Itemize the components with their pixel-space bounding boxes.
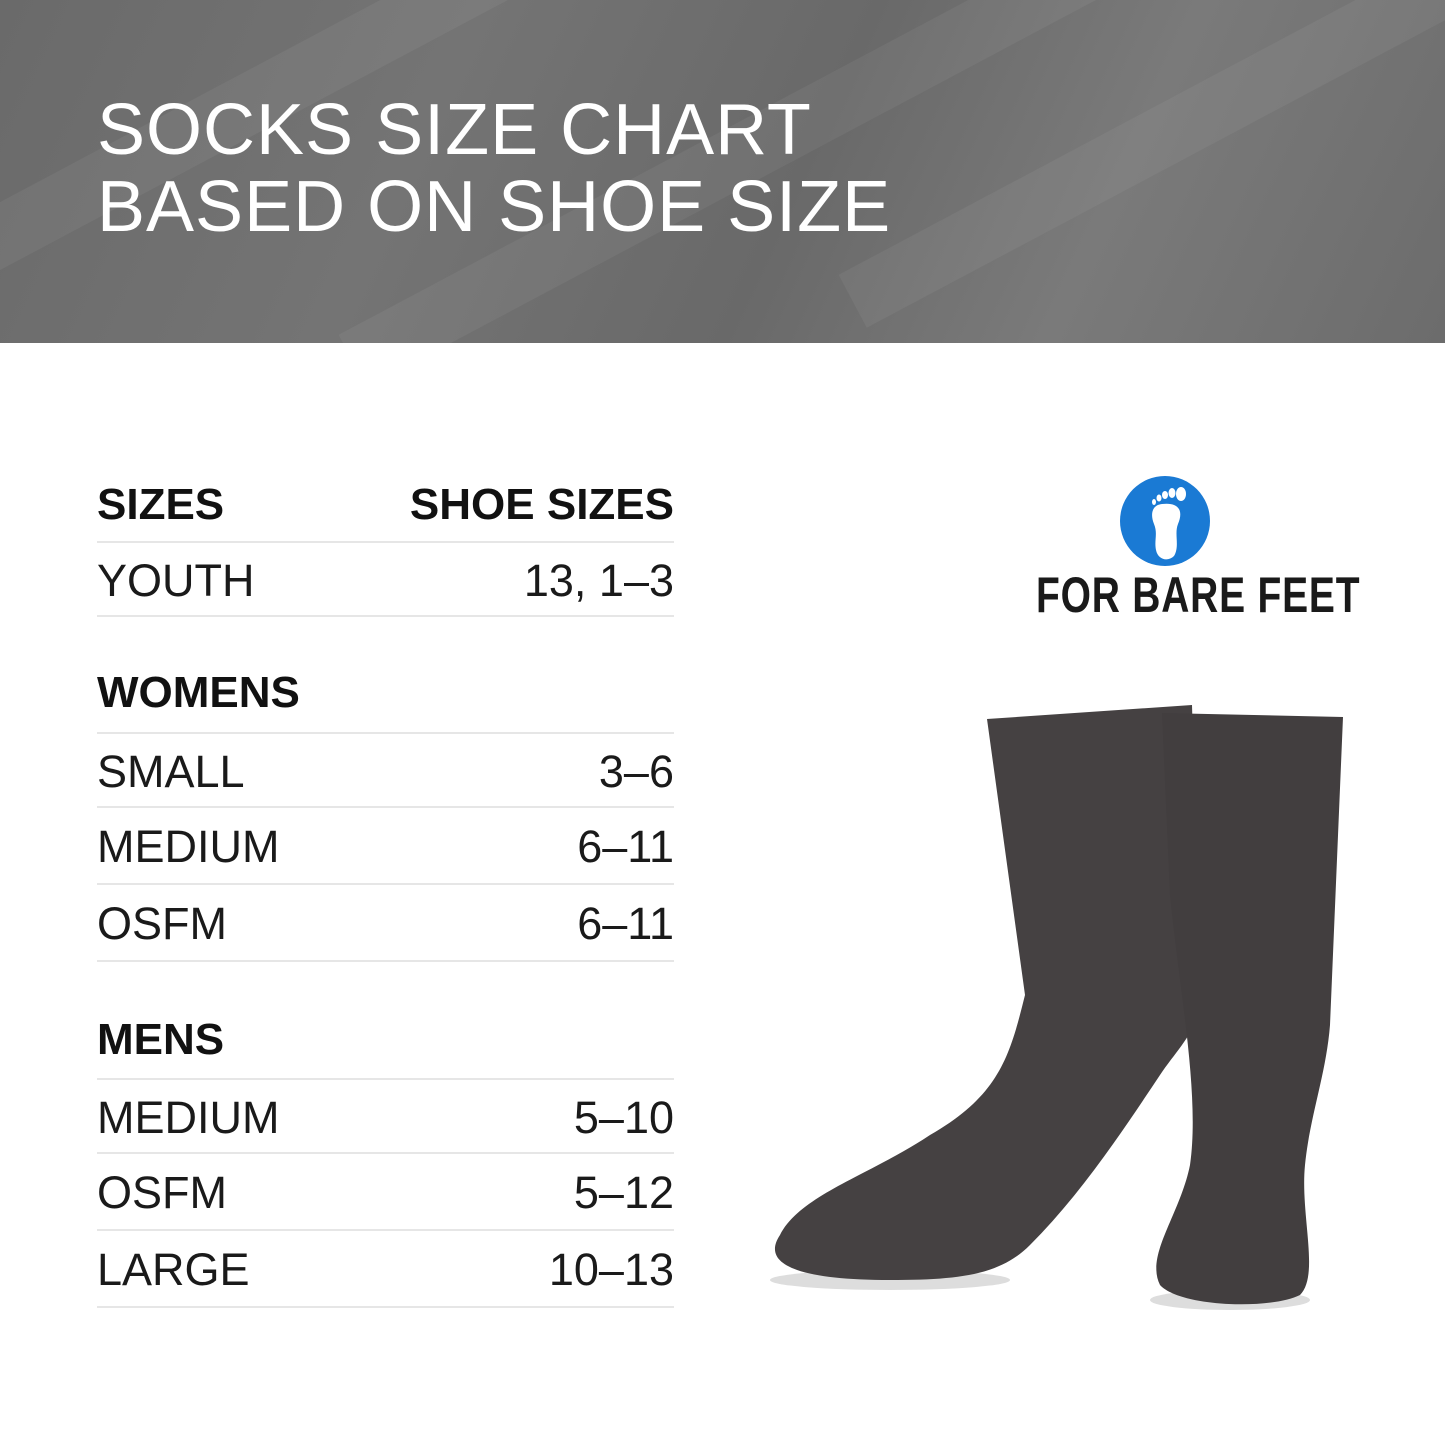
brand-logo-text: FOR BARE FEET [1036, 567, 1361, 623]
size-label: LARGE [97, 1244, 250, 1295]
table-row: OSFM 5–12 [97, 1155, 674, 1231]
table-row: MEDIUM 6–11 [97, 809, 674, 885]
size-label: MEDIUM [97, 1092, 280, 1143]
page-title: SOCKS SIZE CHART BASED ON SHOE SIZE [97, 92, 891, 246]
size-label: MEDIUM [97, 821, 280, 872]
table-row: MEDIUM 5–10 [97, 1078, 674, 1154]
shoe-size-value: 3–6 [598, 746, 674, 797]
table-row: OSFM 6–11 [97, 886, 674, 962]
table-row: LARGE 10–13 [97, 1232, 674, 1308]
table-row: YOUTH 13, 1–3 [97, 541, 674, 617]
column-header-sizes: SIZES [97, 480, 225, 529]
shoe-size-value: 5–12 [573, 1167, 674, 1218]
shoe-size-value: 6–11 [577, 898, 674, 949]
foot-icon [1120, 476, 1210, 566]
size-label: OSFM [97, 898, 227, 949]
size-label: SMALL [97, 746, 245, 797]
title-line-1: SOCKS SIZE CHART [97, 90, 812, 170]
title-line-2: BASED ON SHOE SIZE [97, 167, 892, 247]
shoe-size-value: 5–10 [573, 1092, 674, 1143]
section-heading-womens: WOMENS [97, 668, 300, 717]
size-label: OSFM [97, 1167, 227, 1218]
size-label: YOUTH [97, 555, 255, 606]
section-heading-mens: MENS [97, 1015, 225, 1064]
sock-image [770, 705, 1343, 1310]
table-row: SMALL 3–6 [97, 732, 674, 808]
shoe-size-value: 13, 1–3 [523, 555, 674, 606]
shoe-size-value: 6–11 [577, 821, 674, 872]
shoe-size-value: 10–13 [548, 1244, 674, 1295]
header-banner: SOCKS SIZE CHART BASED ON SHOE SIZE [0, 0, 1445, 343]
column-header-shoe-sizes: SHOE SIZES [409, 480, 674, 529]
